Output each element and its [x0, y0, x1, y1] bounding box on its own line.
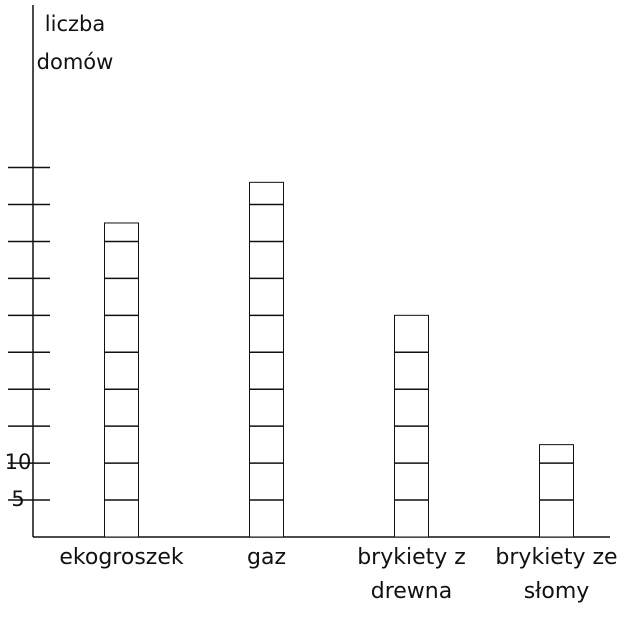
y-tick-label: 5	[11, 487, 24, 511]
x-tick-label: gaz	[247, 545, 286, 570]
y-tick-label: 10	[5, 450, 32, 474]
x-tick-label: brykiety ze słomy	[495, 545, 618, 604]
bar	[249, 181, 284, 538]
y-axis-label: domów	[37, 50, 114, 74]
x-tick-label: brykiety z drewna	[357, 545, 466, 604]
x-tick-label: ekogroszek	[59, 545, 184, 570]
bar	[539, 444, 574, 538]
y-axis-label: liczba	[45, 12, 105, 36]
bar	[104, 222, 139, 538]
